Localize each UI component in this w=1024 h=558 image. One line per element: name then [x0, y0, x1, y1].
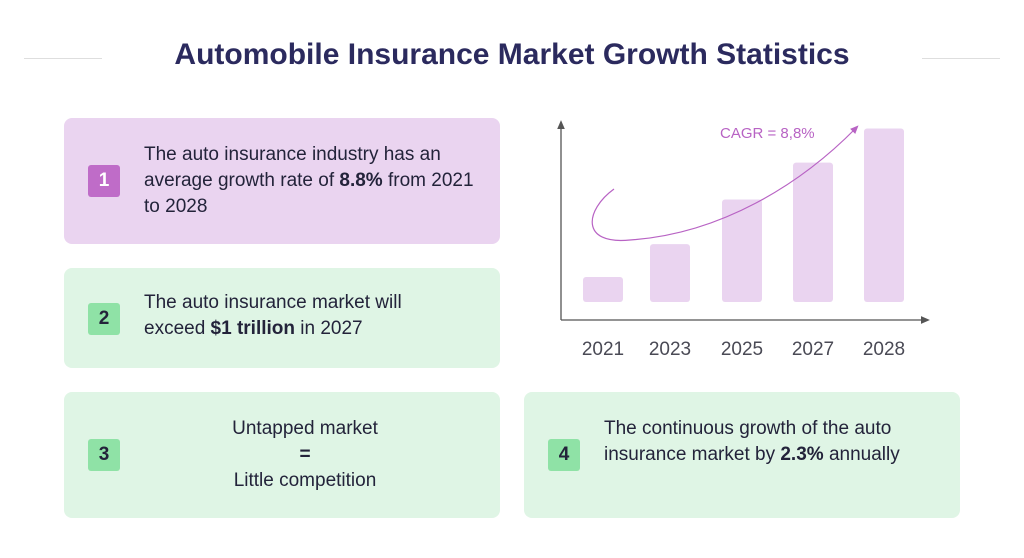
card-text: The auto insurance industry has an avera… [144, 142, 484, 220]
card-number-badge: 4 [548, 439, 580, 471]
title-rule-left [24, 58, 102, 59]
bar-2023 [650, 244, 690, 302]
card-text-bold: 2.3% [780, 444, 824, 465]
stat-card-3: 3 Untapped market = Little competition [64, 392, 500, 518]
card-number-badge: 2 [88, 303, 120, 335]
stat-card-1: 1 The auto insurance industry has an ave… [64, 118, 500, 244]
x-tick-label: 2023 [649, 339, 691, 360]
x-tick-label: 2021 [582, 339, 624, 360]
card-text: The continuous growth of the auto insura… [604, 416, 924, 468]
card-text-equals: = [299, 444, 311, 465]
x-tick-label: 2025 [721, 339, 763, 360]
bar-2028 [864, 128, 904, 302]
card-text-post: annually [823, 444, 900, 465]
x-tick-label: 2028 [863, 339, 905, 360]
card-text-bold: 8.8% [339, 170, 383, 191]
bar-2027 [793, 162, 833, 302]
page-title: Automobile Insurance Market Growth Stati… [174, 38, 850, 71]
card-text-pre: The continuous growth of the auto insura… [604, 418, 892, 465]
stat-card-2: 2 The auto insurance market will exceed … [64, 268, 500, 368]
card-text-post: from 2021 to 2028 [144, 170, 474, 217]
title-rule-right [922, 58, 1000, 59]
card-text-post: in 2027 [295, 318, 363, 339]
stat-card-4: 4 The continuous growth of the auto insu… [524, 392, 960, 518]
card-text-pre: The auto insurance industry has an avera… [144, 144, 441, 191]
bar-2025 [722, 199, 762, 302]
card-text-bold: $1 trillion [210, 318, 296, 339]
cagr-annotation: CAGR = 8,8% [720, 125, 815, 142]
card-text-pre: The auto insurance market will exceed [144, 292, 402, 339]
card-text-line: Untapped market [232, 418, 378, 439]
card-text-line: Little competition [233, 470, 377, 491]
x-tick-label: 2027 [792, 339, 834, 360]
bar-2021 [583, 277, 623, 302]
card-text: Untapped market = Little competition [184, 416, 426, 494]
card-number-badge: 1 [88, 165, 120, 197]
card-number-badge: 3 [88, 439, 120, 471]
card-text: The auto insurance market will exceed $1… [144, 290, 464, 342]
growth-curve-arrow [591, 125, 859, 242]
